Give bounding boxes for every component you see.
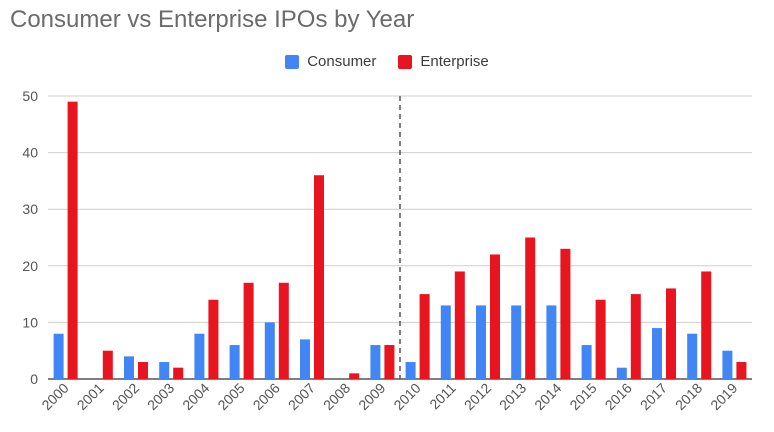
bar-enterprise-2016 <box>630 294 641 379</box>
bar-enterprise-2004 <box>208 299 219 379</box>
bar-consumer-2011 <box>440 305 451 379</box>
bar-enterprise-2009 <box>384 345 395 379</box>
bar-enterprise-2013 <box>525 237 536 379</box>
x-tick-label: 2003 <box>144 380 177 413</box>
bar-consumer-2009 <box>370 345 381 379</box>
bar-enterprise-2011 <box>454 271 465 379</box>
y-tick-label: 20 <box>22 258 38 274</box>
chart-title: Consumer vs Enterprise IPOs by Year <box>10 6 415 33</box>
legend-item-enterprise[interactable]: Enterprise <box>398 53 489 70</box>
y-tick-label: 10 <box>22 314 38 330</box>
x-tick-label: 2006 <box>250 380 283 413</box>
bar-consumer-2002 <box>124 356 134 379</box>
bar-enterprise-2007 <box>314 175 324 379</box>
bar-enterprise-2003 <box>173 367 184 379</box>
bar-consumer-2016 <box>616 367 627 379</box>
x-tick-label: 2005 <box>214 380 247 413</box>
x-tick-label: 2007 <box>285 380 318 413</box>
x-tick-label: 2012 <box>461 380 494 413</box>
bar-enterprise-2018 <box>701 271 712 379</box>
x-tick-label: 2013 <box>496 380 529 413</box>
bar-enterprise-2005 <box>243 282 254 379</box>
bar-enterprise-2012 <box>490 254 500 379</box>
y-tick-label: 40 <box>22 145 38 161</box>
x-tick-label: 2011 <box>426 380 459 413</box>
bar-consumer-2013 <box>511 305 522 379</box>
x-tick-label: 2019 <box>707 380 740 413</box>
bar-consumer-2005 <box>229 345 240 379</box>
x-tick-label: 2015 <box>566 380 599 413</box>
bar-enterprise-2000 <box>67 101 78 379</box>
bar-enterprise-2002 <box>138 362 148 379</box>
bar-enterprise-2017 <box>666 288 676 379</box>
bar-enterprise-2019 <box>736 362 747 379</box>
bar-consumer-2010 <box>405 362 416 379</box>
x-tick-label: 2017 <box>637 380 670 413</box>
x-tick-label: 2004 <box>179 380 212 413</box>
x-tick-label: 2009 <box>355 380 388 413</box>
legend-label-consumer: Consumer <box>307 53 377 70</box>
bar-consumer-2019 <box>722 350 733 379</box>
x-tick-label: 2014 <box>531 380 564 413</box>
x-tick-label: 2001 <box>74 380 107 413</box>
bar-consumer-2004 <box>194 333 205 379</box>
bar-consumer-2012 <box>476 305 486 379</box>
bar-enterprise-2001 <box>102 350 113 379</box>
chart-legend: Consumer Enterprise <box>0 53 774 70</box>
bar-enterprise-2010 <box>419 294 430 379</box>
bar-consumer-2000 <box>53 333 64 379</box>
x-tick-label: 2018 <box>672 380 705 413</box>
x-tick-label: 2010 <box>390 380 423 413</box>
y-tick-label: 0 <box>30 371 38 387</box>
legend-swatch-consumer <box>285 54 300 69</box>
x-tick-label: 2000 <box>38 380 71 413</box>
bar-consumer-2014 <box>546 305 557 379</box>
legend-swatch-enterprise <box>398 54 413 69</box>
bar-consumer-2017 <box>652 328 662 379</box>
bar-consumer-2006 <box>264 322 275 379</box>
legend-label-enterprise: Enterprise <box>420 53 489 70</box>
bar-consumer-2015 <box>581 345 592 379</box>
bar-consumer-2018 <box>687 333 698 379</box>
y-tick-label: 50 <box>22 88 38 104</box>
bar-enterprise-2015 <box>595 299 606 379</box>
bar-enterprise-2014 <box>560 248 571 379</box>
bar-consumer-2003 <box>159 362 170 379</box>
legend-item-consumer[interactable]: Consumer <box>285 53 376 70</box>
bar-enterprise-2006 <box>278 282 289 379</box>
x-tick-label: 2008 <box>320 380 353 413</box>
bar-consumer-2007 <box>300 339 310 379</box>
x-tick-label: 2002 <box>109 380 142 413</box>
bar-enterprise-2008 <box>349 373 360 379</box>
x-tick-label: 2016 <box>602 380 635 413</box>
y-tick-label: 30 <box>22 201 38 217</box>
